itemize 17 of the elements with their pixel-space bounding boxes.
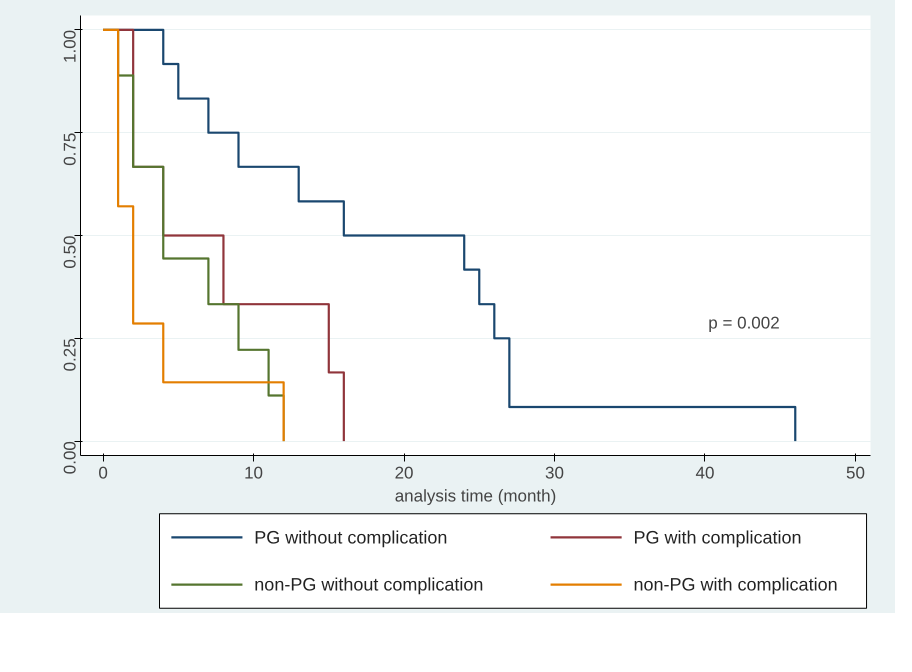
- x-tick-label: 30: [545, 464, 564, 482]
- x-tick-label: 0: [98, 464, 108, 482]
- annotation: p = 0.002: [708, 313, 780, 332]
- y-tick-label: 1.00: [60, 30, 80, 63]
- y-tick-label: 0.00: [60, 441, 80, 474]
- y-tick-label: 0.75: [60, 132, 80, 166]
- legend-label: PG with complication: [634, 527, 802, 548]
- x-tick-label: 50: [846, 464, 865, 482]
- legend-label: non-PG with complication: [634, 574, 838, 595]
- legend-label: non-PG without complication: [254, 574, 484, 595]
- y-tick-label: 0.25: [60, 338, 80, 372]
- x-tick-label: 20: [394, 464, 414, 482]
- x-tick-label: 40: [696, 464, 714, 482]
- y-tick-label: 0.50: [60, 235, 80, 269]
- x-tick-label: 10: [244, 464, 264, 482]
- x-axis-title: analysis time (month): [394, 486, 556, 506]
- legend-label: PG without complication: [254, 527, 448, 548]
